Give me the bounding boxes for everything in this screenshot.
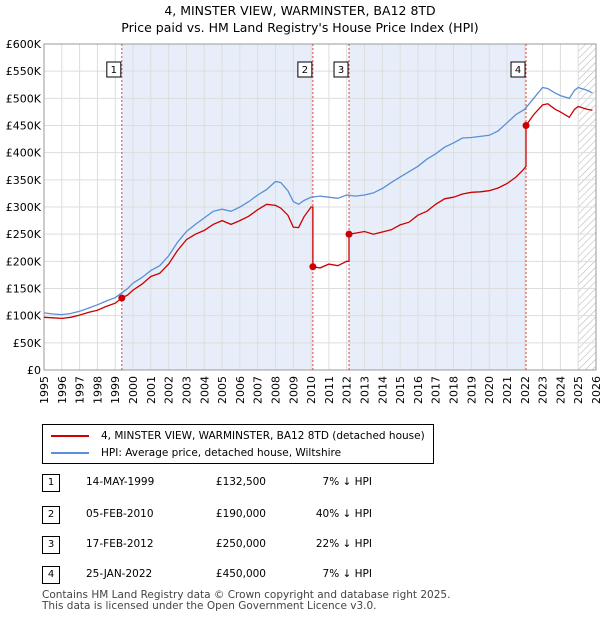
x-tick-label: 1999 — [109, 376, 122, 404]
footer-attribution: Contains HM Land Registry data © Crown c… — [42, 590, 450, 612]
y-tick-label: £150K — [6, 283, 42, 296]
sale-date: 25-JAN-2022 — [86, 568, 153, 580]
x-tick-label: 2005 — [216, 376, 229, 404]
x-tick-label: 1996 — [56, 376, 69, 404]
legend-swatch-property — [51, 435, 89, 437]
y-tick-label: £0 — [27, 364, 41, 377]
x-tick-label: 2025 — [572, 376, 585, 404]
table-row: 2 05-FEB-2010 £190,000 40% ↓ HPI — [42, 506, 562, 524]
sale-price: £190,000 — [215, 508, 266, 520]
x-tick-label: 2012 — [341, 376, 354, 404]
x-tick-label: 2001 — [145, 376, 158, 404]
x-tick-label: 2026 — [590, 376, 600, 404]
y-tick-label: £450K — [6, 120, 42, 133]
sale-point — [522, 122, 530, 129]
sale-label-number: 4 — [515, 65, 521, 76]
sale-number-badge: 1 — [42, 474, 60, 492]
sale-price: £132,500 — [215, 476, 266, 488]
x-tick-label: 2013 — [359, 376, 372, 404]
table-row: 3 17-FEB-2012 £250,000 22% ↓ HPI — [42, 536, 562, 554]
table-row: 1 14-MAY-1999 £132,500 7% ↓ HPI — [42, 474, 562, 492]
chart-legend: 4, MINSTER VIEW, WARMINSTER, BA12 8TD (d… — [42, 424, 434, 464]
x-tick-label: 2000 — [127, 376, 140, 404]
x-tick-label: 2016 — [412, 376, 425, 404]
x-tick-label: 2008 — [269, 376, 282, 404]
footer-copyright: Contains HM Land Registry data © Crown c… — [42, 589, 451, 601]
x-tick-label: 2010 — [305, 376, 318, 404]
legend-item-property: 4, MINSTER VIEW, WARMINSTER, BA12 8TD (d… — [51, 429, 425, 443]
x-tick-label: 2011 — [323, 376, 336, 404]
y-tick-label: £300K — [6, 201, 42, 214]
x-tick-label: 2006 — [234, 376, 247, 404]
hpi-line — [43, 86, 593, 316]
legend-swatch-hpi — [51, 452, 89, 454]
y-tick-label: £500K — [6, 92, 42, 105]
legend-item-hpi: HPI: Average price, detached house, Wilt… — [51, 446, 341, 460]
y-tick-label: £550K — [6, 65, 42, 78]
x-tick-label: 2018 — [448, 376, 461, 404]
sale-number-badge: 4 — [42, 566, 60, 584]
sale-label-number: 3 — [338, 65, 344, 76]
sale-price: £250,000 — [215, 538, 266, 550]
sale-number-badge: 3 — [42, 536, 60, 554]
x-tick-label: 2015 — [394, 376, 407, 404]
x-tick-label: 2014 — [376, 376, 389, 404]
y-tick-label: £50K — [13, 337, 42, 350]
sale-date: 05-FEB-2010 — [86, 508, 154, 520]
sale-number-badge: 2 — [42, 506, 60, 524]
x-tick-label: 2009 — [287, 376, 300, 404]
sale-label-number: 1 — [111, 65, 117, 76]
sale-label-box — [106, 61, 122, 78]
table-row: 4 25-JAN-2022 £450,000 7% ↓ HPI — [42, 566, 562, 584]
x-tick-label: 1998 — [91, 376, 104, 404]
x-tick-label: 2019 — [465, 376, 478, 404]
sale-date: 14-MAY-1999 — [86, 476, 155, 488]
x-tick-label: 1995 — [38, 376, 51, 404]
legend-label-property: 4, MINSTER VIEW, WARMINSTER, BA12 8TD (d… — [101, 430, 425, 442]
x-tick-label: 2023 — [537, 376, 550, 404]
sale-label-box — [510, 61, 526, 78]
sale-label-number: 2 — [302, 65, 308, 76]
price-chart: 1 2 3 4 £0 £50K £100K £150K £200K £250K £300K £350K… — [6, 38, 600, 404]
x-tick-label: 2020 — [483, 376, 496, 404]
sale-hpi-diff: 40% ↓ HPI — [315, 508, 372, 520]
legend-label-hpi: HPI: Average price, detached house, Wilt… — [101, 447, 342, 459]
x-tick-label: 2024 — [554, 376, 567, 404]
sale-point — [309, 263, 317, 271]
property-price-line — [43, 103, 593, 320]
y-tick-label: £200K — [6, 255, 42, 268]
sale-label-box — [333, 61, 349, 78]
sale-date: 17-FEB-2012 — [86, 538, 154, 550]
sale-point — [118, 294, 126, 302]
sale-label-box — [297, 61, 313, 78]
x-tick-label: 2022 — [519, 376, 532, 404]
x-tick-label: 2004 — [198, 376, 211, 404]
chart-title: 4, MINSTER VIEW, WARMINSTER, BA12 8TD — [164, 3, 436, 18]
plot-frame — [43, 43, 597, 371]
sale-price: £450,000 — [215, 568, 266, 580]
x-tick-label: 2002 — [163, 376, 176, 404]
x-tick-label: 2017 — [430, 376, 443, 404]
y-tick-label: £400K — [6, 147, 42, 160]
sale-hpi-diff: 7% ↓ HPI — [322, 568, 372, 580]
sale-point — [345, 230, 353, 238]
y-tick-label: £250K — [6, 228, 42, 241]
y-tick-label: £100K — [6, 310, 42, 323]
chart-subtitle: Price paid vs. HM Land Registry's House … — [121, 20, 479, 35]
x-tick-label: 2003 — [180, 376, 193, 404]
x-tick-label: 2021 — [501, 376, 514, 404]
sale-hpi-diff: 7% ↓ HPI — [322, 476, 372, 488]
x-tick-label: 1997 — [74, 376, 87, 404]
sale-hpi-diff: 22% ↓ HPI — [315, 538, 372, 550]
footer-licence: This data is licensed under the Open Gov… — [42, 600, 377, 612]
y-tick-label: £350K — [6, 174, 42, 187]
y-tick-label: £600K — [6, 38, 42, 51]
x-tick-label: 2007 — [252, 376, 265, 404]
